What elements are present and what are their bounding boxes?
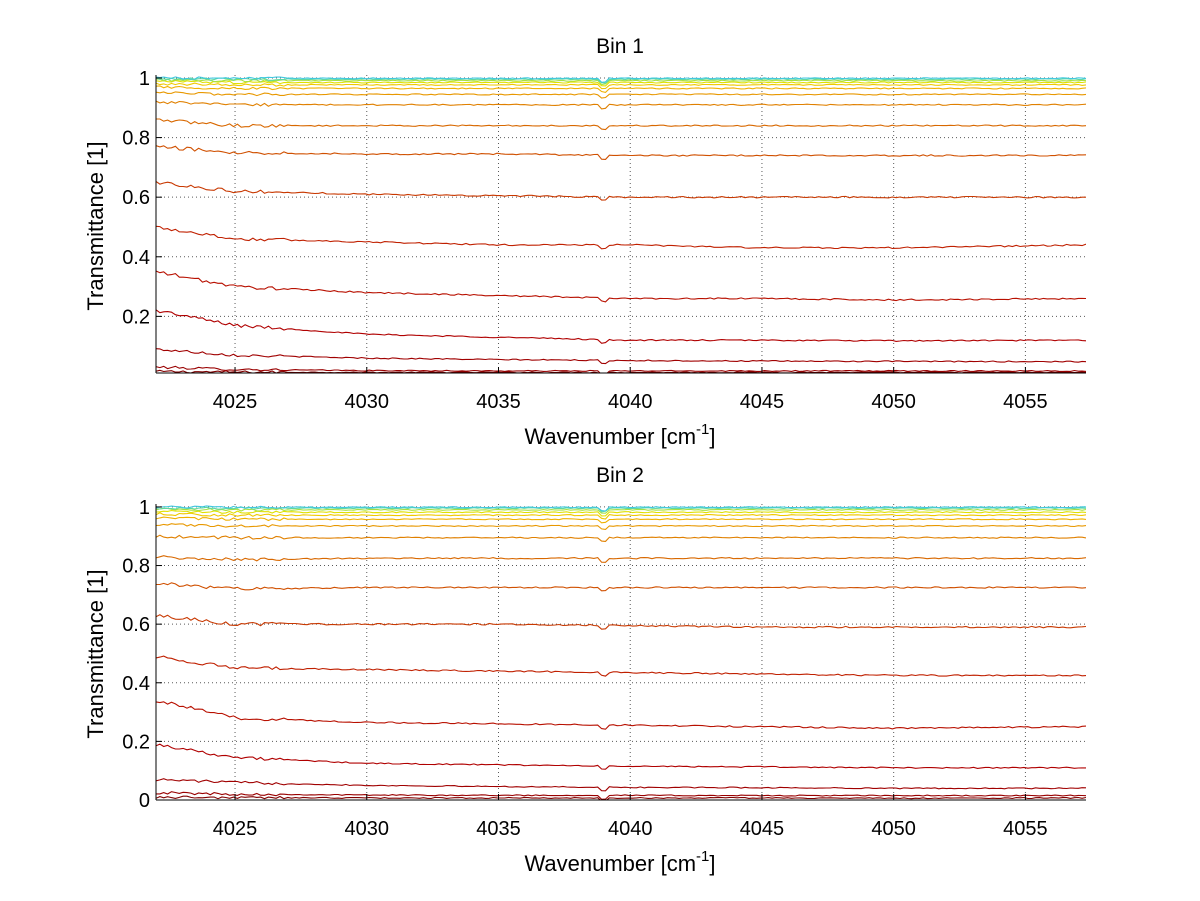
y-tick-label: 0.6 (122, 614, 150, 636)
series-line (156, 512, 1086, 520)
series-line (156, 181, 1086, 201)
series-line (156, 506, 1086, 513)
x-tick-label: 4055 (1003, 391, 1048, 413)
x-axis-label: Wavenumber [cm-1] (524, 421, 715, 449)
series-line (156, 701, 1086, 730)
series-line (156, 225, 1086, 250)
series-line (156, 778, 1086, 792)
y-tick-label: 0.8 (122, 556, 150, 578)
x-tick-label: 4030 (345, 391, 390, 413)
x-tick-label: 4055 (1003, 818, 1048, 840)
series-line (156, 534, 1086, 542)
chart-title: Bin 1 (596, 35, 644, 58)
series-line (156, 555, 1086, 563)
series-line (156, 795, 1086, 800)
series-line (156, 82, 1086, 90)
x-tick-label: 4030 (345, 818, 390, 840)
series-group (156, 505, 1086, 800)
series-line (156, 582, 1086, 592)
x-axis-label-main: Wavenumber [cm (524, 424, 696, 449)
x-axis-label-end: ] (709, 851, 715, 876)
series-line (156, 655, 1086, 677)
x-axis-label-main: Wavenumber [cm (524, 851, 696, 876)
series-line (156, 516, 1086, 524)
series-line (156, 365, 1086, 373)
x-tick-label: 4025 (213, 818, 258, 840)
series-group (156, 76, 1086, 373)
y-axis-label: Transmittance [1] (83, 569, 108, 738)
y-tick-label: 1 (139, 68, 150, 90)
y-tick-label: 0.2 (122, 306, 150, 328)
series-line (156, 77, 1086, 84)
y-tick-label: 0.4 (122, 673, 150, 695)
x-axis-label-end: ] (709, 424, 715, 449)
series-line (156, 743, 1086, 770)
series-line (156, 523, 1086, 530)
series-line (156, 78, 1086, 86)
x-tick-label: 4040 (608, 391, 653, 413)
series-line (156, 614, 1086, 630)
series-line (156, 91, 1086, 99)
x-tick-label: 4035 (476, 818, 521, 840)
series-line (156, 118, 1086, 131)
y-tick-label: 0.6 (122, 187, 150, 209)
x-tick-label: 4035 (476, 391, 521, 413)
x-tick-label: 4040 (608, 818, 653, 840)
y-tick-label: 1 (139, 497, 150, 519)
chart-title: Bin 2 (596, 464, 644, 487)
x-tick-label: 4045 (740, 391, 785, 413)
x-tick-label: 4045 (740, 818, 785, 840)
x-axis-label-superscript: -1 (696, 848, 709, 865)
x-tick-label: 4050 (871, 818, 916, 840)
series-line (156, 76, 1086, 83)
series-line (156, 100, 1086, 110)
y-axis-label: Transmittance [1] (83, 141, 108, 310)
series-line (156, 348, 1086, 365)
series-line (156, 309, 1086, 344)
series-line (156, 509, 1086, 517)
y-tick-label: 0.8 (122, 128, 150, 150)
y-tick-label: 0.2 (122, 731, 150, 753)
series-line (156, 85, 1086, 94)
series-line (156, 791, 1086, 800)
x-tick-label: 4050 (871, 391, 916, 413)
x-axis-label: Wavenumber [cm-1] (524, 848, 715, 876)
x-tick-label: 4025 (213, 391, 258, 413)
subplot-bin-1: 4025 4030 4035 4040 4045 4050 4055 0.2 0.4 0.6 0.8… (83, 35, 1086, 449)
subplot-bin-2: 4025 4030 4035 4040 4045 4050 4055 0 0.2 0.4 0.6 0.… (83, 464, 1086, 876)
y-tick-label: 0.4 (122, 247, 150, 269)
series-line (156, 145, 1086, 160)
series-line (156, 507, 1086, 514)
series-line (156, 270, 1086, 303)
series-line (156, 79, 1086, 87)
series-line (156, 505, 1086, 512)
y-tick-label: 0 (139, 790, 150, 812)
x-axis-label-superscript: -1 (696, 421, 709, 438)
